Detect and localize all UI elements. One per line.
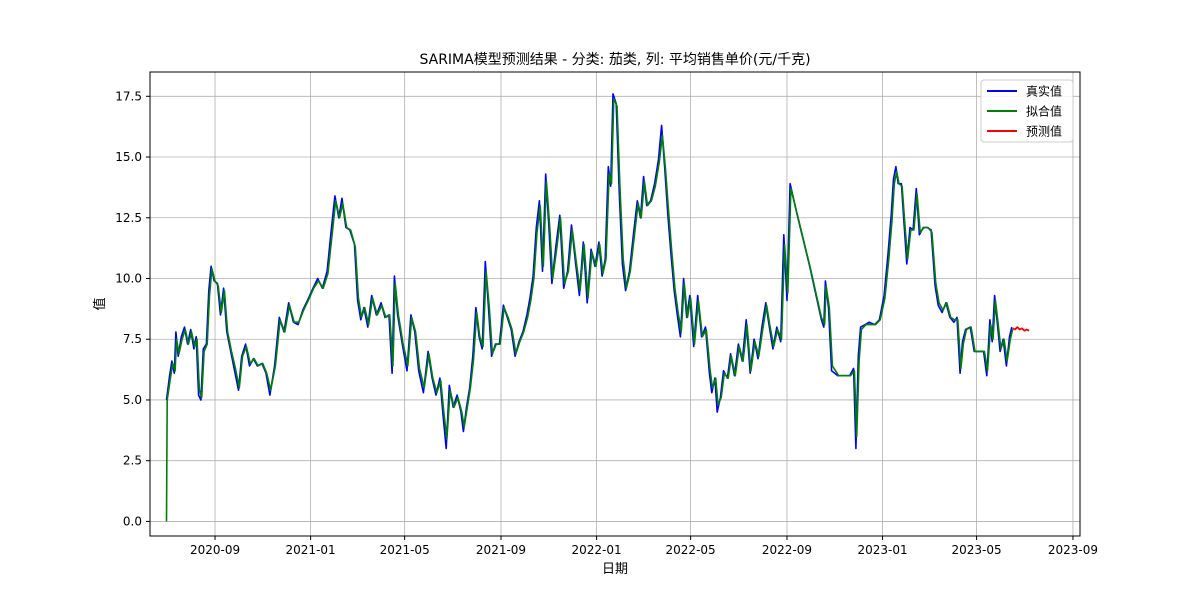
series-line-forecast — [1012, 326, 1030, 332]
legend: 真实值 拟合值 预测值 — [980, 79, 1074, 143]
legend-label-actual: 真实值 — [1026, 84, 1062, 99]
x-tick-label: 2023-09 — [1048, 543, 1098, 557]
x-tick-label: 2021-01 — [286, 543, 336, 557]
legend-label-forecast: 预测值 — [1026, 124, 1062, 139]
x-axis: 2020-09 2021-01 2021-05 2021-09 2022-01 2022-… — [190, 536, 1098, 557]
plot-frame — [149, 71, 1081, 537]
y-tick-label: 10.0 — [115, 271, 142, 285]
x-tick-label: 2020-09 — [190, 543, 240, 557]
x-tick-label: 2022-09 — [762, 543, 812, 557]
y-tick-label: 5.0 — [123, 393, 142, 407]
x-tick-label: 2021-09 — [476, 543, 526, 557]
y-tick-label: 0.0 — [123, 514, 142, 528]
chart-title: SARIMA模型预测结果 - 分类: 茄类, 列: 平均销售单价(元/千克) — [419, 51, 810, 68]
x-tick-label: 2021-05 — [380, 543, 430, 557]
x-tick-label: 2023-01 — [857, 543, 907, 557]
grid — [150, 72, 1080, 536]
x-axis-label: 日期 — [602, 562, 628, 577]
y-axis: 0.0 2.5 5.0 7.5 10.0 12.5 15.0 17.5 — [115, 89, 150, 528]
x-tick-label: 2022-01 — [572, 543, 622, 557]
y-tick-label: 7.5 — [123, 332, 142, 346]
y-axis-label: 值 — [92, 297, 108, 310]
legend-box — [980, 79, 1074, 143]
legend-label-fitted: 拟合值 — [1026, 104, 1062, 119]
y-tick-label: 17.5 — [115, 89, 142, 103]
y-tick-label: 2.5 — [123, 454, 142, 468]
y-tick-label: 12.5 — [115, 211, 142, 225]
x-tick-label: 2022-05 — [666, 543, 716, 557]
series-line-fitted — [165, 97, 1014, 522]
x-tick-label: 2023-05 — [952, 543, 1002, 557]
series-layer — [165, 93, 1030, 522]
y-tick-label: 15.0 — [115, 150, 142, 164]
